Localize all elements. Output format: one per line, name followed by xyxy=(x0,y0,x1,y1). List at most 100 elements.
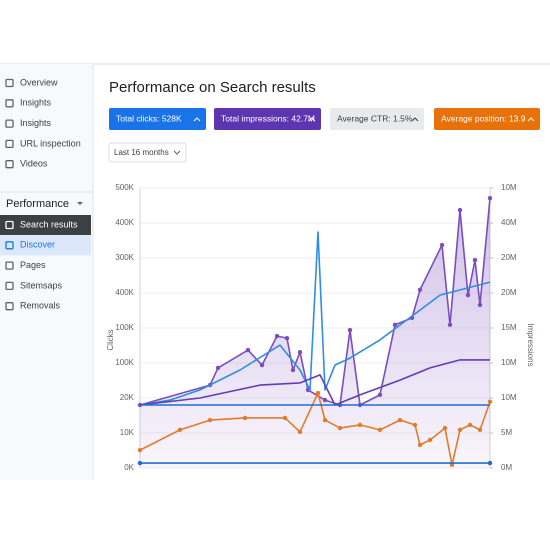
nav-icon xyxy=(5,281,14,291)
series-point xyxy=(207,417,213,423)
series-point xyxy=(245,347,251,353)
y2-tick-label: 5M xyxy=(501,428,512,437)
nav-item[interactable]: Removals xyxy=(20,301,61,311)
series-point xyxy=(297,429,303,435)
metric-caret xyxy=(411,117,419,122)
y2-tick-label: 40M xyxy=(501,218,517,227)
series-point xyxy=(457,427,463,433)
nav-icon xyxy=(5,261,14,270)
nav-row: Search results xyxy=(5,219,78,230)
series-point xyxy=(297,349,303,355)
nav-item[interactable]: Insights xyxy=(20,98,52,108)
metric-cards: Total clicks: 528K Total impressions: 42.… xyxy=(109,108,540,130)
series-point xyxy=(315,390,321,396)
nav-item[interactable]: Overview xyxy=(20,77,58,87)
nav-icon xyxy=(5,160,14,169)
section-title: Performance xyxy=(6,198,69,210)
y-tick-label: 400K xyxy=(115,288,134,297)
nav-item[interactable]: Search results xyxy=(20,219,78,229)
metric-card[interactable] xyxy=(214,108,321,130)
nav-icon xyxy=(5,139,14,149)
sidebar xyxy=(0,64,93,480)
series-point xyxy=(439,242,445,248)
page-title: Performance on Search results xyxy=(109,79,316,96)
series-point xyxy=(337,425,343,431)
series-point xyxy=(447,322,453,328)
nav-icon xyxy=(5,241,14,250)
nav-icon xyxy=(5,220,14,230)
nav-selected-bg xyxy=(0,215,91,235)
metric-label: Average CTR: 1.5% xyxy=(337,113,413,123)
series-point xyxy=(427,437,433,443)
metric-caret xyxy=(308,117,316,122)
series-point xyxy=(472,257,478,263)
series-point xyxy=(392,322,398,328)
nav-item[interactable]: Discover xyxy=(20,240,55,250)
date-filter-label: Last 16 months xyxy=(114,148,169,157)
nav-icon xyxy=(5,302,14,311)
nav-icon xyxy=(5,99,14,108)
metric-caret xyxy=(193,117,201,122)
y-tick-label: 300K xyxy=(115,253,134,262)
metric-card[interactable] xyxy=(330,108,424,130)
y-axis-title: Clicks xyxy=(106,329,115,350)
nav-item[interactable]: Sitemsaps xyxy=(20,280,63,290)
series-point xyxy=(290,367,296,373)
nav-row: Removals xyxy=(5,301,61,311)
nav-item[interactable]: URL inspection xyxy=(20,138,81,148)
series-point xyxy=(457,207,463,213)
y-tick-label: 100K xyxy=(115,358,134,367)
y-tick-label: 100K xyxy=(115,323,134,332)
y2-tick-label: 10M xyxy=(501,393,517,402)
series-point xyxy=(477,427,483,433)
nav-icon xyxy=(5,78,14,88)
y2-tick-label: 20M xyxy=(501,253,517,262)
series-point xyxy=(259,362,265,368)
series-point xyxy=(397,417,403,423)
series-point xyxy=(177,427,183,433)
series-point xyxy=(467,422,473,428)
metric-card[interactable] xyxy=(109,108,206,130)
series-point xyxy=(322,397,328,403)
nav-item[interactable]: Videos xyxy=(20,159,48,169)
y-tick-label: 400K xyxy=(115,218,134,227)
series-point xyxy=(487,460,493,466)
nav-active-bg xyxy=(0,235,91,256)
metric-card[interactable] xyxy=(434,108,540,130)
chart: 0K 10K 20K 100K 100K 400K 300K 400K 500K 0M 5M 10M 1… xyxy=(106,183,535,472)
series-point xyxy=(442,425,448,431)
series-line xyxy=(139,231,491,406)
series-point xyxy=(347,327,353,333)
metric-label: Total clicks: 528K xyxy=(116,113,182,123)
series-point xyxy=(465,292,471,298)
nav-item[interactable]: Pages xyxy=(20,260,46,270)
y2-axis-title: Impressions xyxy=(526,323,535,366)
series-point xyxy=(487,195,493,201)
y-tick-label: 10K xyxy=(120,428,135,437)
nav-row: Sitemsaps xyxy=(5,280,63,291)
series-point xyxy=(377,392,383,398)
y-tick-label: 20K xyxy=(120,393,135,402)
y2-tick-label: 10M xyxy=(501,358,517,367)
y-tick-label: 0K xyxy=(124,463,134,472)
series-point xyxy=(417,442,423,448)
series-point xyxy=(487,399,493,405)
section-caret xyxy=(77,202,83,205)
nav-item[interactable]: Insights xyxy=(20,118,52,128)
series-point xyxy=(242,415,248,421)
series-point xyxy=(417,287,423,293)
series-point xyxy=(357,422,363,428)
nav-icon xyxy=(5,119,14,128)
series-point xyxy=(377,427,383,433)
y2-tick-label: 10M xyxy=(501,183,517,192)
metric-label: Total impressions: 42.7M xyxy=(221,113,315,123)
y2-tick-label: 15M xyxy=(501,323,517,332)
y2-tick-label: 20M xyxy=(501,288,517,297)
nav-row: Discover xyxy=(5,240,55,250)
series-point xyxy=(215,365,221,371)
date-filter[interactable] xyxy=(108,142,187,163)
series-point xyxy=(284,335,290,341)
y-tick-label: 500K xyxy=(115,183,134,192)
